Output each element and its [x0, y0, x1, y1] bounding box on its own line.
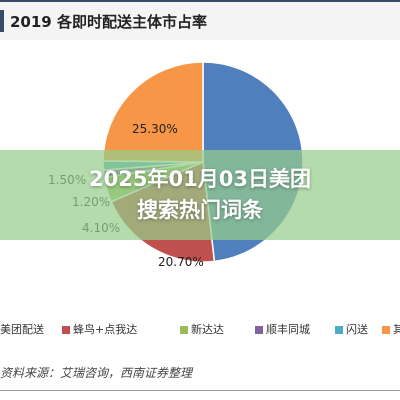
legend-swatch-3 [180, 326, 188, 334]
legend-item-4: 顺丰同城 [255, 321, 310, 337]
headline-line-2: 搜索热门词条 [137, 198, 263, 222]
legend-label-2: 蜂鸟+点我达 [73, 323, 138, 336]
legend-label-5: 闪送 [346, 323, 368, 336]
legend-swatch-6 [382, 326, 390, 334]
legend-label-6: 其他 [393, 323, 400, 336]
slice-label-6: 25.30% [132, 122, 178, 136]
legend-item-2: 蜂鸟+点我达 [62, 321, 137, 337]
legend-item-5: 闪送 [335, 321, 368, 337]
legend-item-6: 其他 [382, 321, 400, 337]
legend-item-1: 美团配送 [0, 321, 44, 337]
legend-label-1: 美团配送 [0, 323, 44, 336]
legend-swatch-4 [255, 326, 263, 334]
headline-text[interactable]: 2025年01月03日美团 搜索热门词条 [0, 164, 400, 226]
headline-line-1: 2025年01月03日美团 [89, 167, 311, 191]
title-accent-bar [0, 10, 4, 32]
legend-item-3: 新达达 [180, 321, 224, 337]
legend-swatch-2 [62, 326, 70, 334]
legend-label-4: 顺丰同城 [266, 323, 310, 336]
chart-title-bar: 2019 各即时配送主体市占率 [0, 0, 400, 40]
legend-swatch-5 [335, 326, 343, 334]
chart-title: 2019 各即时配送主体市占率 [10, 13, 207, 31]
legend-label-3: 新达达 [191, 323, 224, 336]
slice-label-2: 20.70% [158, 255, 204, 269]
chart-legend: 美团配送 蜂鸟+点我达 新达达 顺丰同城 闪送 其他 [0, 316, 400, 340]
source-divider [0, 390, 400, 391]
source-note: 资料来源：艾瑞咨询，西南证券整理 [0, 366, 193, 380]
pie-slice-6 [102, 61, 204, 163]
headline-banner[interactable]: 2025年01月03日美团 搜索热门词条 [0, 150, 400, 240]
